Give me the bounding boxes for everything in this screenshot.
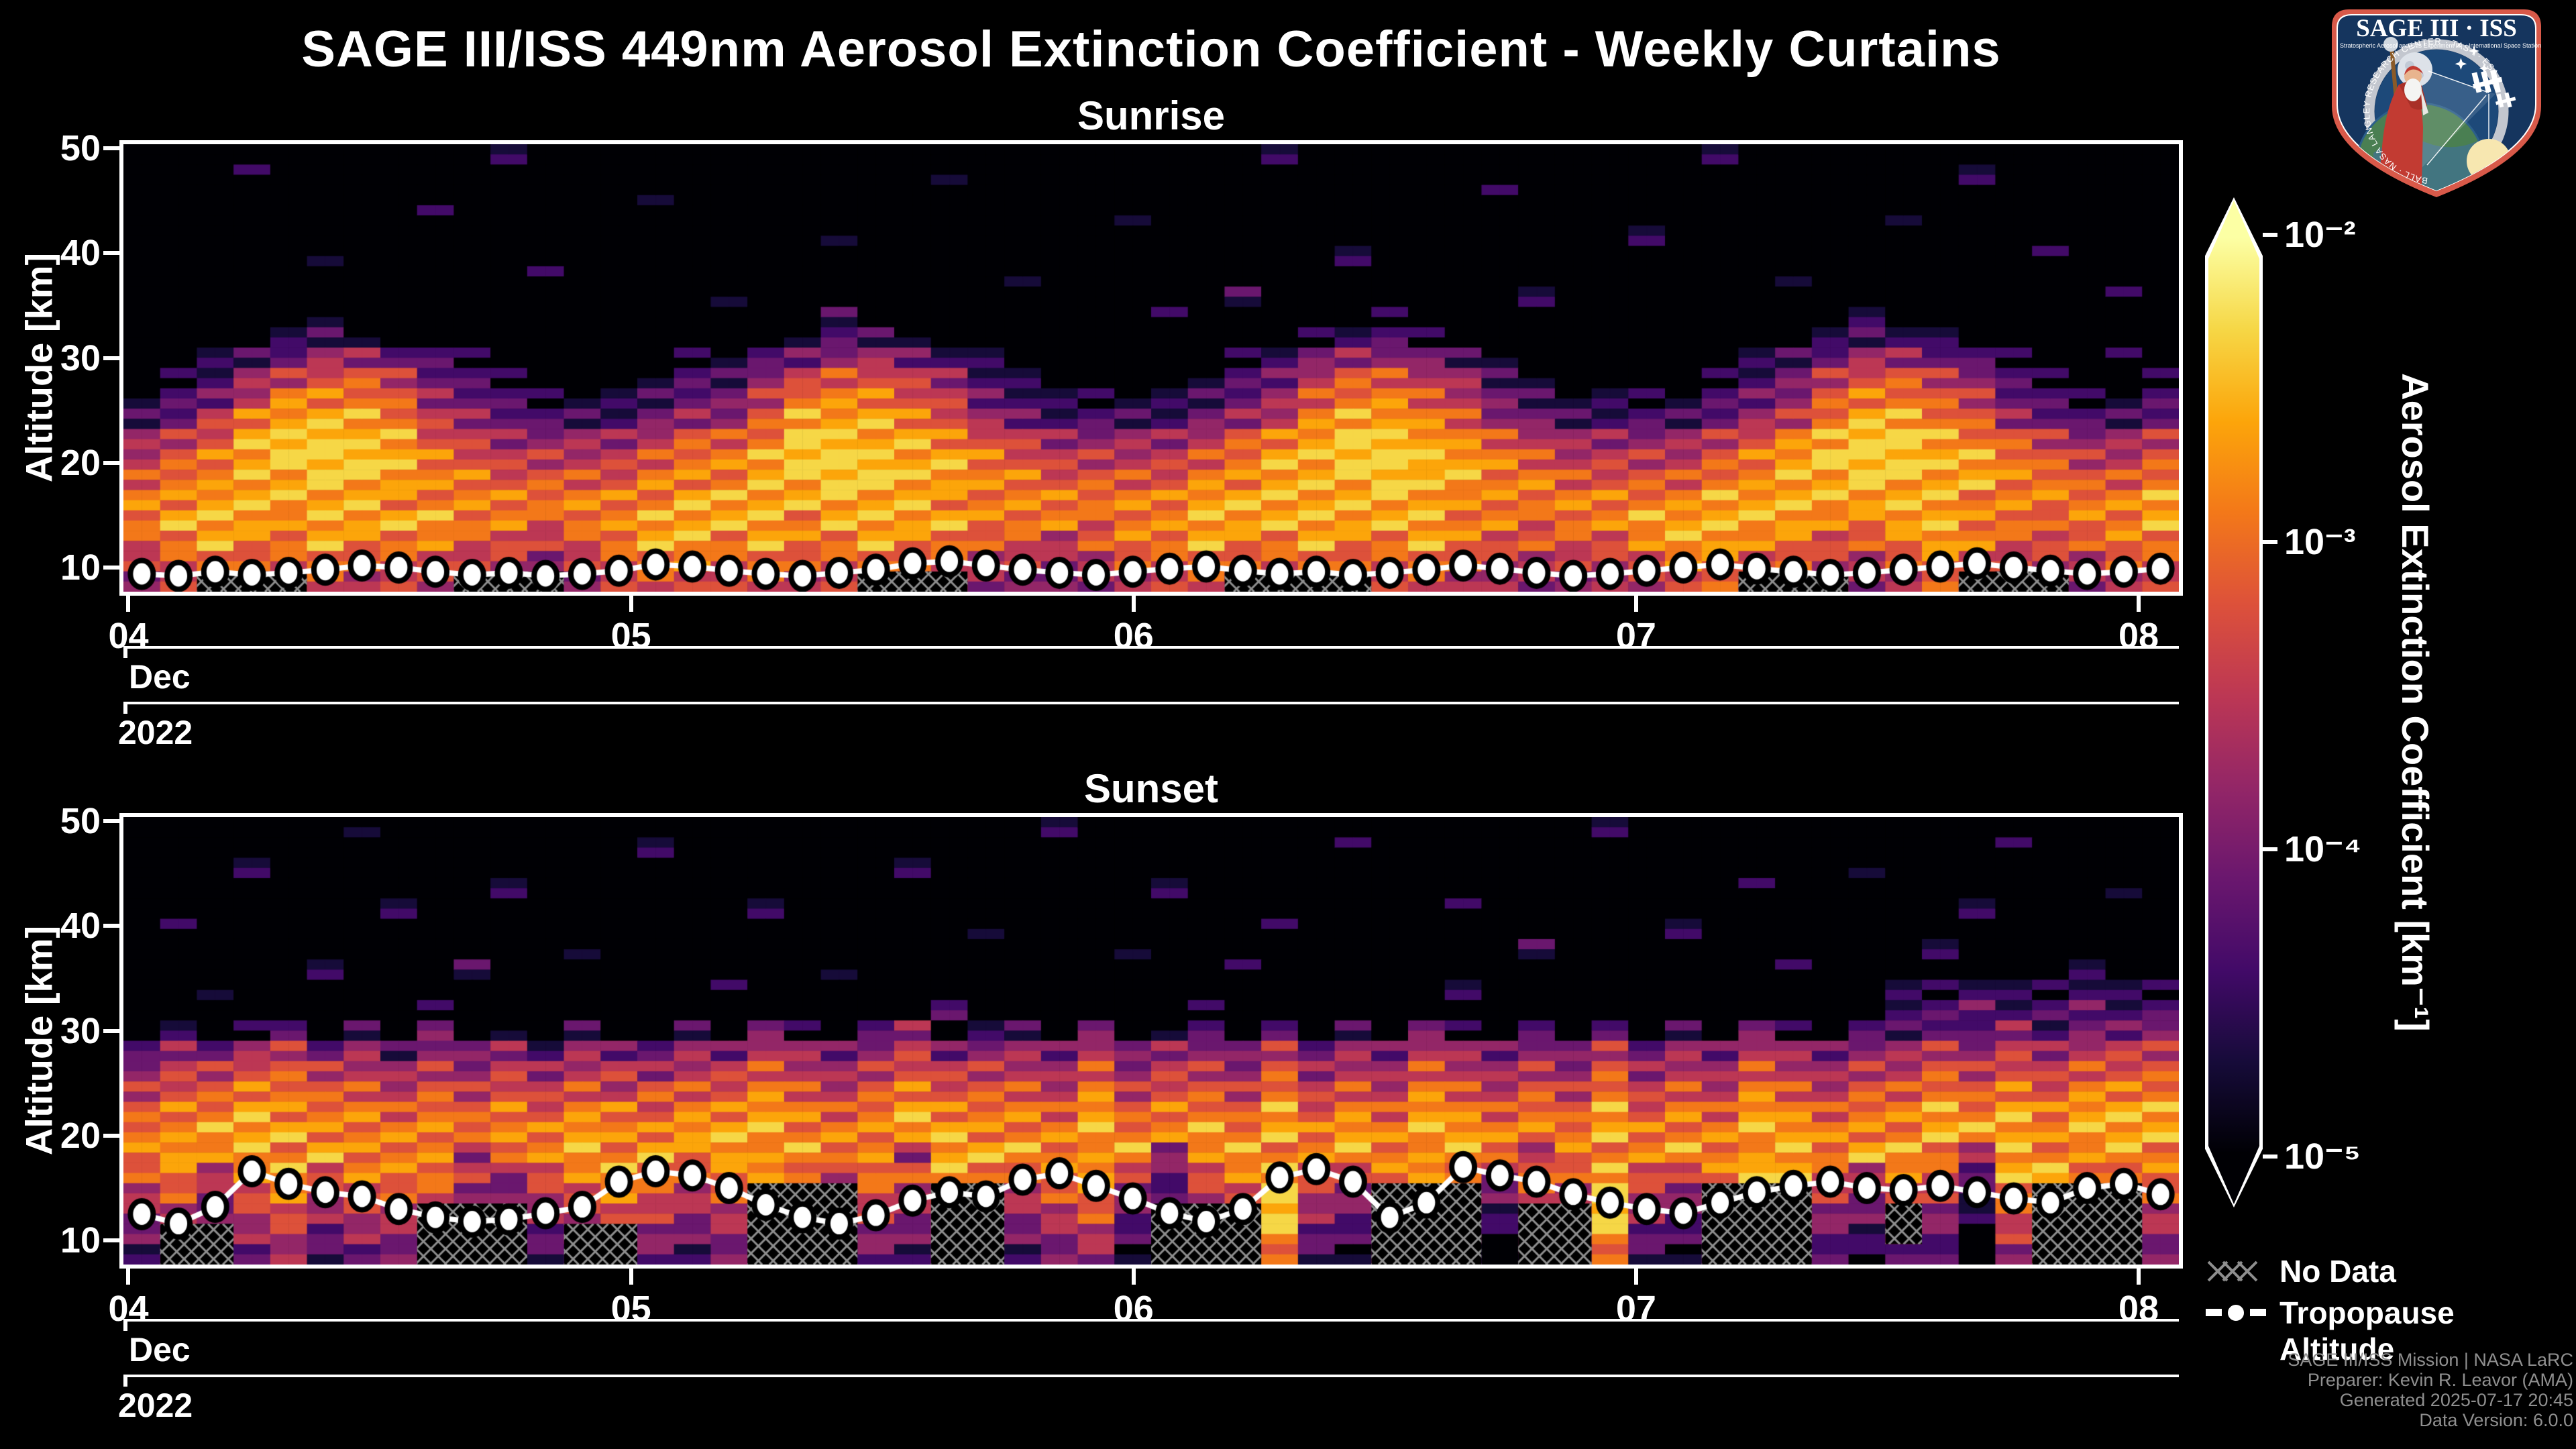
x-tick: [126, 1269, 131, 1285]
colorbar: [2205, 197, 2263, 1208]
x-tick: [1131, 1269, 1136, 1285]
y-tick-label: 30: [60, 1010, 101, 1051]
tropopause-marker-icon: [2206, 1295, 2267, 1330]
y-tick-label: 40: [60, 233, 101, 274]
sunrise-month-label: Dec: [129, 658, 191, 696]
y-tick: [103, 1028, 119, 1033]
x-tick-label: 04: [108, 616, 149, 656]
y-tick-label: 30: [60, 337, 101, 378]
colorbar-gradient: [2208, 201, 2259, 1204]
colorbar-tick-label: 10⁻³: [2284, 522, 2356, 562]
sunrise-year-label: 2022: [118, 714, 193, 751]
colorbar-tick-label: 10⁻⁵: [2284, 1136, 2361, 1177]
sunset-heatmap-canvas: [123, 817, 2179, 1265]
x-tick-label: 06: [1113, 1289, 1154, 1329]
attribution-block: SAGE III/ISS Mission | NASA LaRC Prepare…: [1878, 1350, 2573, 1430]
legend-no-data-label: No Data: [2279, 1254, 2396, 1289]
x-tick-label: 05: [610, 616, 651, 656]
x-tick-label: 07: [1615, 1289, 1656, 1329]
date-axis-tick: [123, 1319, 127, 1331]
x-tick-label: 05: [610, 1289, 651, 1329]
y-tick-label: 40: [60, 906, 101, 947]
no-data-hatch-icon: [2206, 1254, 2267, 1289]
date-axis-tick: [123, 702, 127, 714]
x-tick: [126, 596, 131, 612]
x-tick-label: 04: [108, 1289, 149, 1329]
attribution-line: Generated 2025-07-17 20:45: [2339, 1390, 2573, 1410]
logo-title-text: SAGE III · ISS: [2356, 15, 2517, 42]
date-axis-line: [123, 646, 2179, 649]
x-tick: [1633, 1269, 1638, 1285]
date-axis-line: [123, 1375, 2179, 1377]
y-tick: [103, 1133, 119, 1138]
colorbar-tick: [2263, 540, 2277, 544]
y-tick: [103, 146, 119, 151]
colorbar-tick: [2263, 1155, 2277, 1159]
date-axis-tick: [123, 646, 127, 658]
sunset-year-label: 2022: [118, 1387, 193, 1424]
colorbar-axis-label: Aerosol Extinction Coefficient [km⁻¹]: [2394, 373, 2436, 1032]
legend-tropopause-label: Tropopause Altitude: [2279, 1295, 2455, 1366]
y-tick-label: 20: [60, 1115, 101, 1156]
attribution-line: Data Version: 6.0.0: [2419, 1410, 2573, 1430]
x-tick: [629, 596, 633, 612]
sunrise-heatmap-canvas: [123, 144, 2179, 592]
attribution-line: Preparer: Kevin R. Leavor (AMA): [2307, 1370, 2573, 1390]
colorbar-tick: [2263, 847, 2277, 851]
y-tick-label: 50: [60, 801, 101, 842]
sunset-month-label: Dec: [129, 1331, 191, 1368]
x-tick: [2137, 1269, 2141, 1285]
x-tick-label: 06: [1113, 616, 1154, 656]
y-tick-label: 10: [60, 1220, 101, 1261]
y-tick: [103, 356, 119, 360]
y-tick: [103, 460, 119, 465]
x-tick: [1131, 596, 1136, 612]
y-tick-label: 50: [60, 128, 101, 169]
y-tick: [103, 924, 119, 928]
x-tick: [629, 1269, 633, 1285]
sunset-panel-subtitle: Sunset: [1083, 766, 1219, 811]
colorbar-tick: [2263, 233, 2277, 237]
y-tick-label: 20: [60, 442, 101, 483]
page-title: SAGE III/ISS 449nm Aerosol Extinction Co…: [301, 21, 2001, 78]
date-axis-line: [123, 1319, 2179, 1322]
x-tick: [1633, 596, 1638, 612]
x-tick-label: 07: [1615, 616, 1656, 656]
x-tick-label: 08: [2118, 1289, 2159, 1329]
colorbar-tick-label: 10⁻²: [2284, 215, 2356, 255]
sage-iss-logo-icon: SAGE III · ISS Stratospheric Aerosol and…: [2332, 9, 2541, 197]
date-axis-line: [123, 702, 2179, 704]
logo-subtitle-left-text: Stratospheric Aerosol and Gas Experiment…: [2340, 42, 2461, 49]
x-tick: [2137, 596, 2141, 612]
y-tick: [103, 1238, 119, 1243]
y-tick-label: 10: [60, 547, 101, 588]
date-axis-tick: [123, 1375, 127, 1387]
y-tick: [103, 566, 119, 570]
colorbar-tick-label: 10⁻⁴: [2284, 829, 2362, 869]
y-tick: [103, 251, 119, 256]
logo-subtitle-right-text: International Space Station: [2469, 42, 2541, 49]
y-tick: [103, 819, 119, 824]
sunrise-panel-subtitle: Sunrise: [1077, 93, 1226, 138]
mission-logo-patch: SAGE III · ISS Stratospheric Aerosol and…: [2320, 5, 2553, 201]
attribution-line: SAGE III/ISS Mission | NASA LaRC: [2288, 1350, 2573, 1370]
x-tick-label: 08: [2118, 616, 2159, 656]
